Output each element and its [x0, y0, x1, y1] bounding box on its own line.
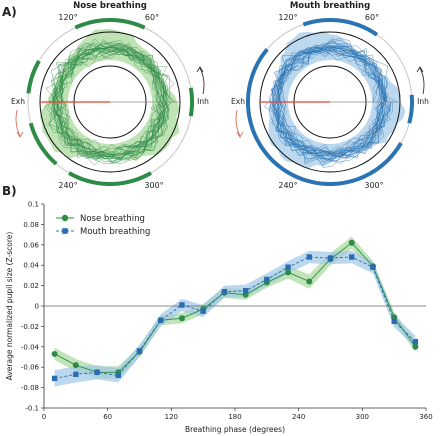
- y-tick-label: 0.1: [28, 201, 39, 209]
- y-tick-label: 0: [35, 303, 39, 311]
- y-tick-label: -0.06: [21, 364, 40, 372]
- data-point-mouth: [51, 375, 58, 382]
- data-point-mouth: [370, 264, 376, 270]
- data-point-nose: [412, 343, 419, 350]
- legend-marker-nose: [61, 214, 69, 222]
- chart-legend: Nose breathing Mouth breathing: [56, 214, 150, 237]
- data-point-mouth: [306, 254, 312, 260]
- polar-outer-ring: [26, 18, 194, 186]
- data-point-mouth: [200, 308, 206, 314]
- line-chart: -0.1 -0.08 -0.06 -0.04 -0.02 0 0.02 0.04 0.06 0.0…: [5, 201, 433, 435]
- data-point-nose: [51, 350, 58, 357]
- x-tick-label: 120: [165, 413, 178, 421]
- data-point-mouth: [391, 318, 397, 324]
- data-point-nose: [178, 315, 185, 322]
- y-tick-label: -0.02: [21, 323, 39, 331]
- data-point-mouth: [221, 289, 228, 295]
- y-tick-label: 0.04: [23, 262, 39, 270]
- data-point-mouth: [264, 276, 270, 283]
- polar-title: Mouth breathing: [290, 1, 370, 11]
- panel-label-b: B): [2, 184, 17, 198]
- data-point-mouth: [179, 302, 185, 308]
- angle-label-300: 300°: [364, 181, 383, 190]
- y-axis-label: Average normalized pupil size (Z-score): [5, 232, 14, 381]
- y-tick-label: 0.06: [23, 241, 39, 249]
- data-point-nose: [285, 269, 292, 276]
- data-point-mouth: [349, 254, 355, 260]
- y-tick-label: -0.04: [21, 343, 40, 351]
- data-point-mouth: [327, 255, 334, 261]
- series-points: [51, 239, 419, 382]
- exhale-arrow: [15, 109, 24, 138]
- angle-label-60: 60°: [365, 13, 379, 22]
- x-tick-label: 240: [292, 413, 305, 421]
- inhale-label: Inh: [197, 97, 209, 106]
- y-tick-label: 0.02: [23, 282, 39, 290]
- data-point-nose: [72, 362, 79, 369]
- exhale-arrow: [235, 109, 244, 138]
- y-tick-label: -0.08: [21, 384, 39, 392]
- angle-label-240: 240°: [58, 181, 77, 190]
- angle-label-120: 120°: [278, 13, 297, 22]
- data-point-mouth: [412, 339, 419, 345]
- y-tick-label: 0.08: [23, 221, 39, 229]
- exhale-label: Exh: [11, 97, 25, 106]
- legend-label-nose: Nose breathing: [80, 214, 145, 224]
- data-point-nose: [306, 278, 313, 285]
- x-tick-label: 180: [228, 413, 241, 421]
- legend-label-mouth: Mouth breathing: [80, 227, 150, 237]
- legend-marker-mouth: [62, 228, 68, 234]
- x-axis-label: Breathing phase (degrees): [185, 425, 285, 434]
- angle-label-120: 120°: [58, 13, 77, 22]
- x-tick-label: 360: [419, 413, 432, 421]
- polar-plot-nose: Nose breathing 120° 60° 240° 300° Exh Inh: [11, 1, 209, 190]
- data-point-mouth: [73, 371, 79, 378]
- series-line-mouth: [54, 256, 416, 379]
- x-tick-label: 300: [356, 413, 369, 421]
- data-point-mouth: [115, 372, 121, 379]
- data-point-mouth: [94, 369, 100, 375]
- exhale-label: Exh: [231, 97, 245, 106]
- inhale-arrow: [196, 66, 205, 95]
- polar-plot-mouth: Mouth breathing 120° 60° 240° 300° Exh Inh: [231, 1, 429, 190]
- x-tick-label: 60: [103, 413, 112, 421]
- polar-outer-ring: [246, 18, 414, 186]
- angle-label-240: 240°: [278, 181, 297, 190]
- chart-axes: -0.1 -0.08 -0.06 -0.04 -0.02 0 0.02 0.04 0.06 0.0…: [21, 201, 433, 422]
- data-point-mouth: [158, 317, 164, 323]
- polar-title: Nose breathing: [73, 1, 147, 11]
- angle-label-60: 60°: [145, 13, 159, 22]
- data-point-mouth: [285, 264, 291, 270]
- panel-label-a: A): [2, 5, 17, 19]
- inhale-arrow: [416, 66, 425, 95]
- x-tick-label: 0: [42, 413, 46, 421]
- confidence-bands: [54, 236, 416, 387]
- series-line-nose: [54, 242, 416, 373]
- series-lines: [54, 242, 416, 379]
- data-point-mouth: [242, 288, 249, 294]
- inhale-label: Inh: [417, 97, 429, 106]
- data-point-nose: [348, 239, 355, 246]
- y-tick-label: -0.1: [25, 405, 39, 413]
- angle-label-300: 300°: [144, 181, 163, 190]
- data-point-mouth: [136, 348, 143, 354]
